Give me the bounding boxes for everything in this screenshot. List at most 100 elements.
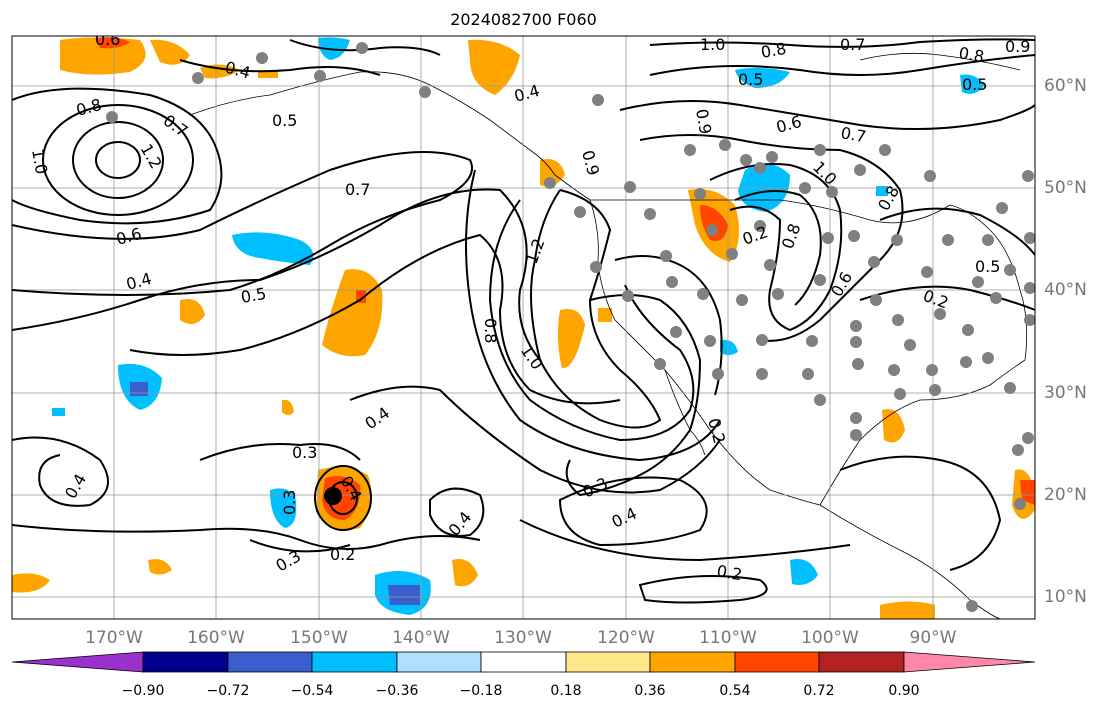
station-dot	[1012, 444, 1024, 456]
cold-anomaly	[388, 585, 420, 605]
station-dot	[772, 288, 784, 300]
contour-label: 0.2	[715, 561, 743, 584]
contour-label: 0.4	[609, 504, 640, 532]
coastline-layer	[189, 52, 1028, 619]
station-dot	[712, 368, 724, 380]
station-dot	[256, 52, 268, 64]
colorbar-tick-label: −0.54	[290, 683, 334, 699]
colorbar-segment	[396, 651, 482, 673]
colorbar-segment	[734, 651, 820, 673]
contour-label: 0.8	[481, 318, 500, 343]
contour-label: 0.2	[704, 416, 729, 446]
station-dot	[754, 162, 766, 174]
lon-label: 160°W	[187, 628, 245, 648]
station-dot	[850, 336, 862, 348]
lon-label: 140°W	[392, 628, 450, 648]
contour-line	[519, 519, 851, 562]
station-dot	[592, 94, 604, 106]
warm-anomaly	[148, 559, 172, 575]
station-dot	[942, 234, 954, 246]
contour-line	[619, 100, 1035, 130]
contour-layer	[12, 38, 1035, 604]
contour-label: 1.0	[700, 35, 725, 54]
contour-line	[249, 539, 351, 553]
colorbar-extend-right	[903, 651, 1036, 673]
station-dot	[666, 276, 678, 288]
contour-line	[859, 285, 1035, 311]
station-dot	[934, 308, 946, 320]
contour-line	[429, 487, 485, 537]
contour-label: 0.5	[962, 75, 987, 94]
warm-anomaly	[258, 72, 278, 78]
cold-anomaly	[52, 408, 65, 416]
contour-label: 0.4	[223, 58, 253, 83]
station-dot	[574, 206, 586, 218]
station-dot	[1004, 264, 1016, 276]
central-america	[819, 504, 1001, 619]
station-dot	[754, 220, 766, 232]
contour-label: 0.8	[778, 221, 805, 251]
station-dot	[1024, 282, 1035, 294]
contour-line	[349, 385, 721, 494]
contour-label: 0.5	[975, 257, 1000, 276]
hudson-area	[859, 52, 1021, 71]
colorbar-segment	[480, 651, 567, 673]
warm-anomaly	[452, 559, 478, 587]
station-dot	[706, 224, 718, 236]
station-dot	[697, 288, 709, 300]
station-dot	[684, 144, 696, 156]
contour-line	[565, 294, 702, 497]
station-dot	[192, 72, 204, 84]
colorbar-tick-label: 0.54	[719, 683, 751, 699]
contour-label: 1.0	[809, 157, 840, 188]
station-dot	[814, 394, 826, 406]
contour-label: 0.5	[738, 70, 763, 89]
colorbar-tick-label: −0.36	[375, 683, 419, 699]
station-dot	[356, 42, 368, 54]
colorbar-segment	[311, 651, 398, 673]
contour-line	[465, 169, 721, 462]
station-dot	[982, 352, 994, 364]
colorbar-segment	[649, 651, 736, 673]
station-dots	[106, 42, 1035, 612]
cold-anomaly	[876, 186, 888, 196]
contour-label: 0.7	[840, 35, 865, 54]
cold-anomaly	[735, 67, 790, 88]
warm-anomaly	[60, 37, 146, 75]
lon-label: 150°W	[290, 628, 348, 648]
station-dot	[1024, 232, 1035, 244]
contour-line	[289, 39, 441, 56]
colorbar-segment	[565, 651, 651, 673]
station-dot	[756, 368, 768, 380]
contour-labels: 0.6 0.4 0.5 0.8 0.7 1.0 1.2 0.7 0.6 0.4 …	[28, 35, 1030, 584]
station-dot	[814, 144, 826, 156]
station-dot	[888, 364, 900, 376]
station-dot	[766, 151, 778, 163]
contour-line	[314, 465, 372, 531]
contour-line	[614, 255, 723, 396]
station-dot	[996, 202, 1008, 214]
station-dot	[892, 314, 904, 326]
station-dot	[848, 230, 860, 242]
station-dot	[850, 320, 862, 332]
gulf-coast	[819, 359, 1026, 506]
lon-label: 120°W	[597, 628, 655, 648]
station-dot	[590, 261, 602, 273]
warm-anomaly	[557, 309, 585, 369]
contour-line	[179, 59, 381, 76]
colorbar-tick-label: 0.90	[888, 683, 920, 699]
station-dot	[419, 86, 431, 98]
contour-line	[530, 189, 662, 429]
station-dot	[802, 368, 814, 380]
station-dot	[850, 412, 862, 424]
station-dot	[868, 256, 880, 268]
lon-label: 130°W	[494, 628, 552, 648]
contour-label: 0.6	[827, 268, 856, 300]
station-dot	[894, 388, 906, 400]
lat-label: 30°N	[1044, 383, 1087, 403]
contour-label: 1.0	[517, 341, 547, 373]
contour-label: 0.7	[345, 180, 370, 199]
contour-label: 0.6	[114, 224, 144, 249]
lon-label: 110°W	[699, 628, 757, 648]
station-dot	[1022, 432, 1034, 444]
